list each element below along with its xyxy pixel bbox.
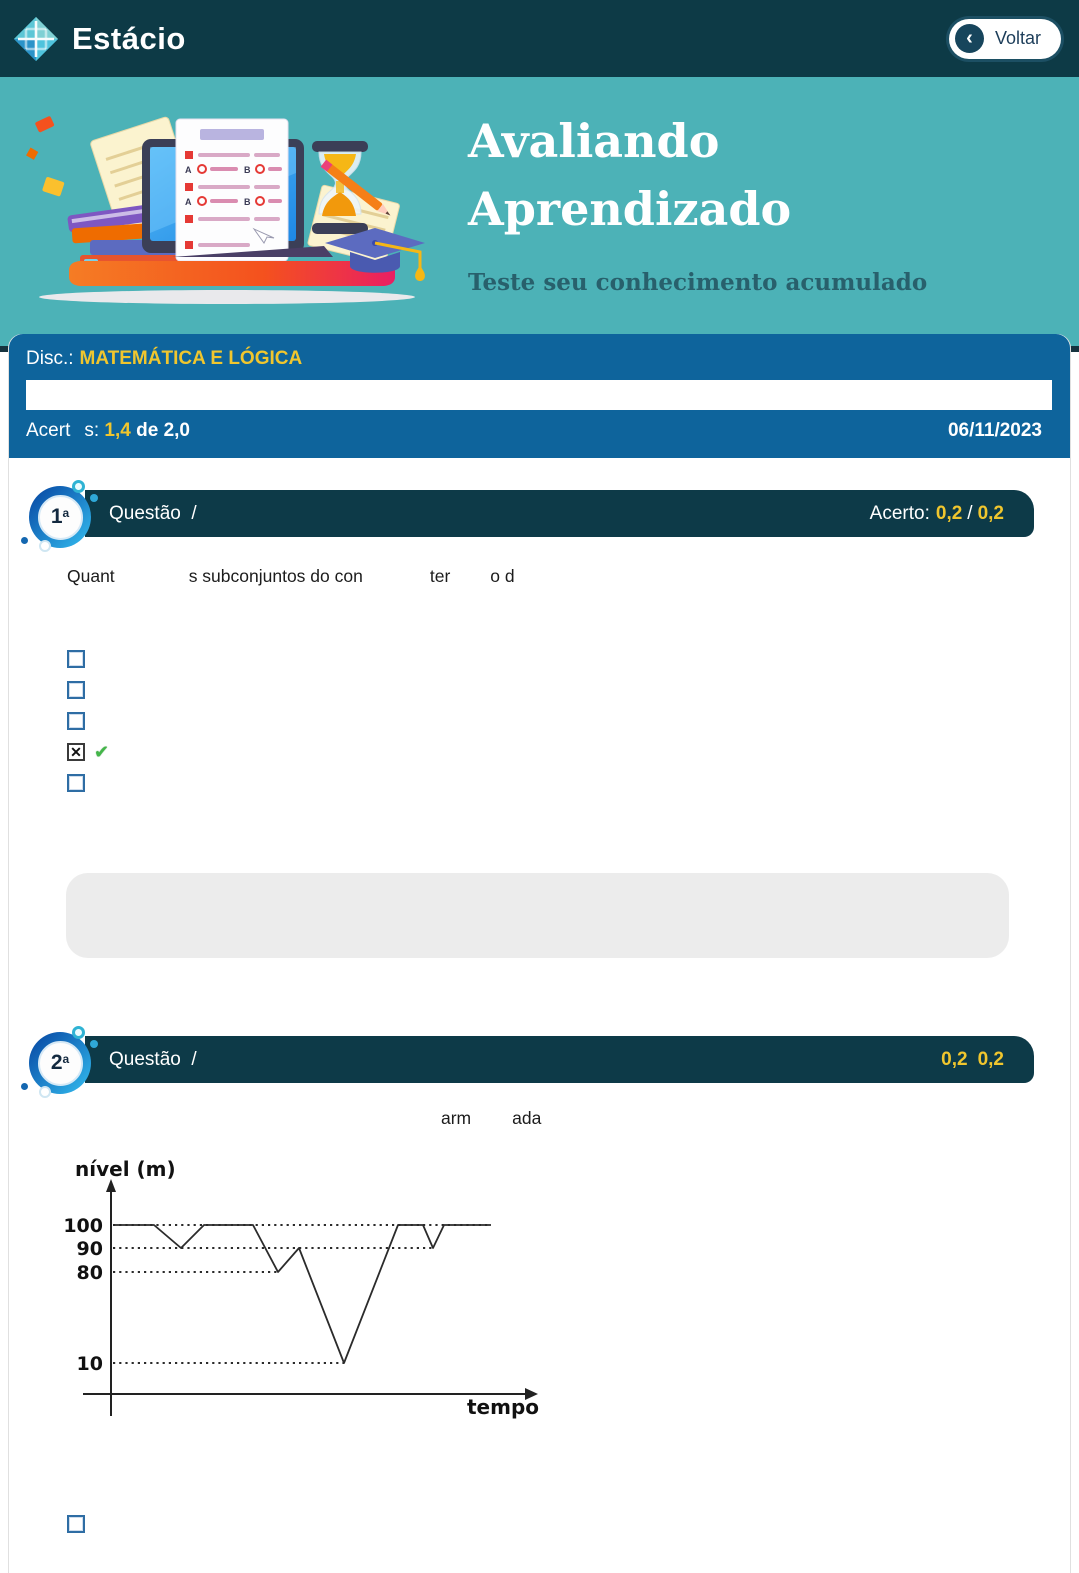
y-tick-label: 90: [77, 1238, 103, 1260]
question-text-fragment: arm: [441, 1108, 472, 1128]
chart-y-axis-label: nível (m): [75, 1157, 176, 1181]
decor-bubble-icon: [72, 480, 85, 493]
answer-option-row: [67, 772, 1070, 793]
page-title-line1: Avaliando: [468, 114, 720, 168]
page-subtitle: Teste seu conhecimento acumulado: [468, 269, 928, 296]
question-text-fragment: o d: [490, 566, 515, 586]
answer-checkbox[interactable]: [67, 773, 85, 792]
answer-option-row: [67, 679, 1070, 700]
question-header-title: Questão /: [109, 1048, 197, 1070]
decor-bubble-icon: [39, 540, 51, 552]
answer-option-row: ✕ ✔: [67, 741, 1070, 762]
question-text-fragment: s subconjuntos do con: [188, 566, 363, 586]
answer-checkbox[interactable]: [67, 1514, 85, 1533]
answer-checkbox[interactable]: [67, 649, 85, 668]
estacio-brand: Estácio: [12, 15, 186, 63]
brand-name: Estácio: [72, 20, 186, 56]
answer-options-list: [67, 1513, 1070, 1534]
masked-info-strip: [26, 380, 1052, 410]
y-axis-arrow-icon: [106, 1179, 116, 1192]
score-total: de 2,0: [136, 420, 190, 441]
svg-text:B: B: [244, 165, 251, 175]
decor-bubble-icon: [72, 1026, 85, 1039]
score-row: Acert s: 1,4 de 2,0 06/11/2023: [9, 416, 1070, 446]
decor-bubble-icon: [90, 1040, 98, 1048]
assessment-date: 06/11/2023: [947, 420, 1042, 441]
answer-checkbox[interactable]: [67, 711, 85, 730]
y-tick-label: 100: [63, 1215, 103, 1237]
svg-text:A: A: [185, 165, 192, 175]
answer-options-list: ✕ ✔: [67, 648, 1070, 793]
level-series-line: [113, 1224, 491, 1364]
score-value: 1,4: [104, 420, 131, 441]
chevron-left-icon: ‹: [954, 24, 984, 53]
discipline-name: MATEMÁTICA E LÓGICA: [79, 348, 303, 369]
question-text: Quant s subconjuntos do con ter o d: [67, 566, 1070, 590]
question-score: Acerto: 0,2/0,2: [869, 502, 1004, 524]
back-button[interactable]: ‹ Voltar: [948, 18, 1061, 59]
y-tick-label: 10: [77, 1353, 103, 1375]
question-text: arm ada: [67, 1108, 1070, 1132]
page-title-line2: Aprendizado: [468, 182, 792, 236]
back-button-label: Voltar: [994, 28, 1041, 48]
estacio-logo-icon: [14, 16, 58, 61]
discipline-row: Disc.: MATEMÁTICA E LÓGICA: [9, 346, 1070, 372]
answer-option-row: [67, 648, 1070, 669]
answer-option-row: [67, 710, 1070, 731]
decor-bubble-icon: [21, 1083, 28, 1090]
water-level-chart: nível (m) 100 90 80 10 tempo: [59, 1148, 1070, 1443]
decor-bubble-icon: [21, 537, 28, 544]
question-text-fragment: Quant: [67, 566, 115, 586]
total-score-text: Acert s: 1,4 de 2,0: [26, 420, 190, 441]
question-text-fragment: ter: [429, 566, 451, 586]
x-axis-arrow-icon: [525, 1388, 538, 1400]
decor-bubble-icon: [39, 1086, 51, 1098]
discipline-summary-panel: Disc.: MATEMÁTICA E LÓGICA Acert s: 1,4 de…: [9, 334, 1070, 458]
answer-checkbox[interactable]: [67, 680, 85, 699]
discipline-label: Disc.:: [26, 348, 74, 369]
question-header-title: Questão /: [109, 502, 197, 524]
chart-x-axis-label: tempo: [467, 1395, 539, 1419]
page-title: Avaliando Aprendizado: [468, 107, 927, 243]
answer-option-row: [67, 1513, 1070, 1534]
answer-explanation-box: [66, 873, 1009, 958]
answer-checkbox-checked[interactable]: ✕: [67, 742, 85, 761]
svg-text:A: A: [185, 197, 192, 207]
y-tick-label: 80: [77, 1262, 103, 1284]
top-navigation-bar: Estácio ‹ Voltar: [0, 0, 1079, 77]
question-header-bar: Questão / 0,2 0,2: [85, 1036, 1034, 1083]
assessment-card: Disc.: MATEMÁTICA E LÓGICA Acert s: 1,4 de…: [8, 334, 1071, 1573]
question-score: 0,2 0,2: [941, 1048, 1004, 1070]
question-header-bar: Questão / Acerto: 0,2/0,2: [85, 490, 1034, 537]
decor-bubble-icon: [90, 494, 98, 502]
svg-text:B: B: [244, 197, 251, 207]
correct-answer-check-icon: ✔: [94, 741, 110, 762]
hero-banner: A B A B: [0, 77, 1079, 352]
question-text-fragment: ada: [512, 1108, 542, 1128]
learning-illustration: A B A B: [26, 116, 425, 304]
